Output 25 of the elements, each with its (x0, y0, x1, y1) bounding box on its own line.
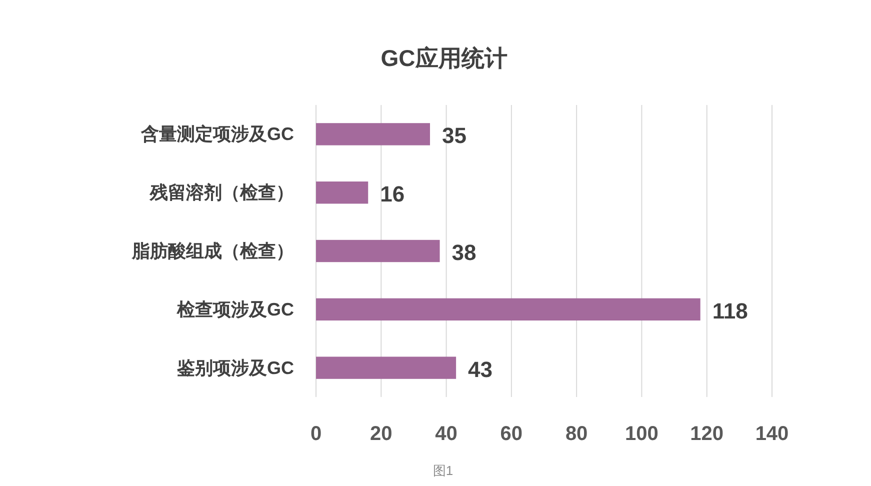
bar (316, 356, 456, 379)
x-tick-label: 20 (370, 423, 392, 445)
x-tick-label: 40 (435, 423, 458, 445)
x-tick-label: 80 (565, 423, 588, 445)
data-label: 16 (380, 182, 405, 207)
bar (316, 182, 368, 204)
bar (316, 298, 700, 320)
y-tick-label: 含量测定项涉及GC (140, 124, 294, 144)
data-label: 38 (452, 240, 476, 265)
x-tick-label: 0 (310, 423, 322, 445)
y-tick-label: 脂肪酸组成（检查） (131, 241, 294, 261)
x-tick-label: 140 (755, 423, 789, 445)
data-label: 118 (712, 298, 748, 324)
y-tick-label: 检查项涉及GC (176, 299, 294, 320)
x-tick-label: 60 (500, 423, 523, 445)
data-label: 43 (468, 356, 493, 382)
x-tick-label: 100 (625, 423, 658, 445)
chart-title: GC应用统计 (380, 45, 508, 71)
x-tick-label: 120 (690, 423, 724, 445)
y-tick-label: 鉴别项涉及GC (177, 358, 294, 378)
bar (316, 240, 440, 262)
data-label: 35 (442, 123, 466, 148)
caption: 图1 (432, 463, 454, 478)
bar (316, 123, 430, 146)
y-tick-label: 残留溶剂（检查） (149, 182, 294, 203)
